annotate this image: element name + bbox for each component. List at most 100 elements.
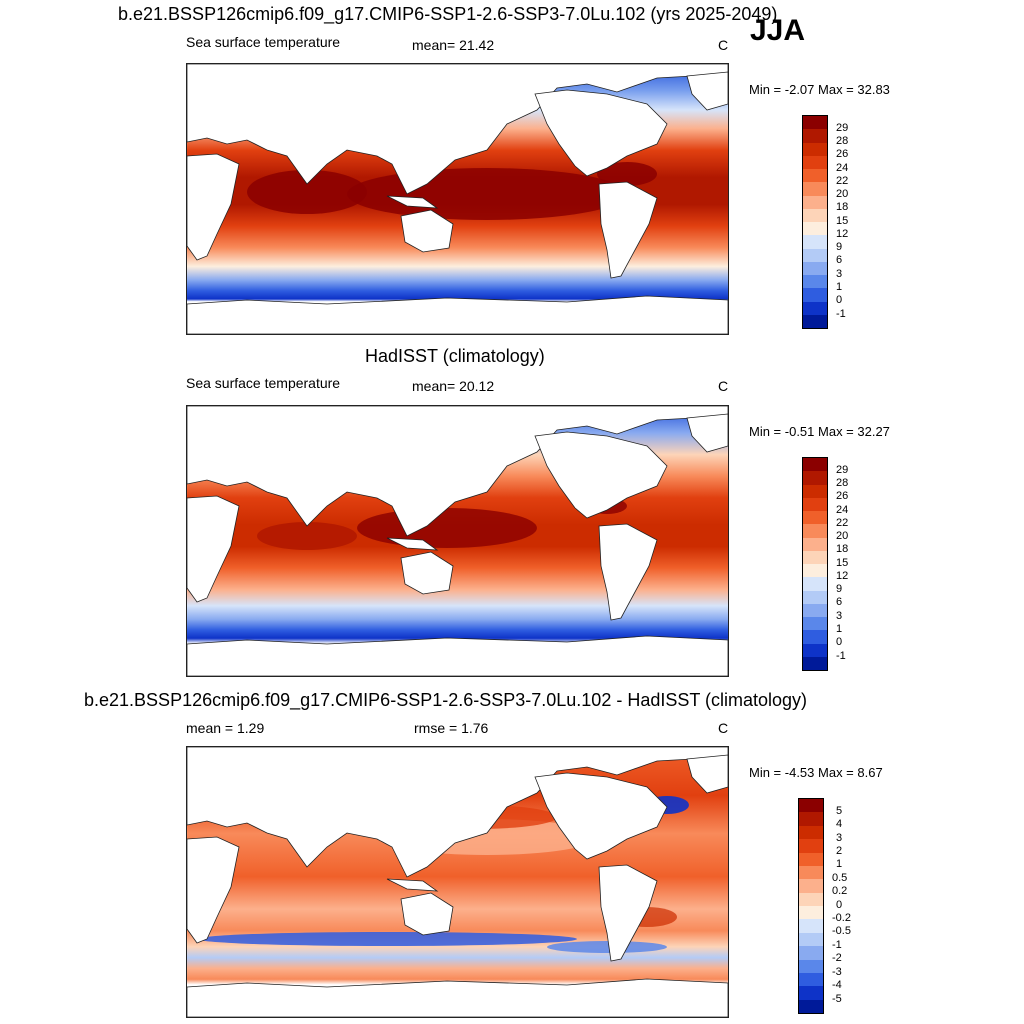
colorbar-swatch xyxy=(799,932,823,947)
panel1-sst-map xyxy=(186,63,729,335)
colorbar-tick-label: 24 xyxy=(836,504,849,516)
colorbar-swatch xyxy=(799,825,823,840)
colorbar-tick-label: 0.2 xyxy=(832,885,848,897)
colorbar-swatch xyxy=(803,458,827,472)
colorbar-swatch xyxy=(799,919,823,933)
colorbar-swatch xyxy=(803,155,827,169)
colorbar-tick-label: 1 xyxy=(836,858,843,870)
panel3-minmax-label: Min = -4.53 Max = 8.67 xyxy=(749,765,883,780)
colorbar-tick-label: 15 xyxy=(836,215,849,227)
antarctica xyxy=(187,978,728,1017)
colorbar-swatch xyxy=(803,643,827,657)
panel3-rmse-label: rmse = 1.76 xyxy=(414,720,489,736)
warm-pool-indian xyxy=(247,170,367,214)
south-america xyxy=(598,523,658,621)
colorbar-swatch xyxy=(803,116,827,130)
eurasia xyxy=(187,747,728,878)
colorbar-swatch xyxy=(799,959,823,973)
colorbar-swatch xyxy=(799,839,823,853)
colorbar-swatch xyxy=(803,142,827,156)
colorbar-tick-label: 1 xyxy=(836,281,843,293)
africa xyxy=(187,153,240,261)
colorbar-swatch xyxy=(803,301,827,315)
maritime-continent xyxy=(386,878,439,892)
colorbar-tick-label: 22 xyxy=(836,175,849,187)
panel3-colorbar xyxy=(798,798,824,1014)
colorbar-swatch xyxy=(799,986,823,1000)
colorbar-tick-label: 24 xyxy=(836,162,849,174)
colorbar-swatch xyxy=(803,656,827,670)
southern-ocean-cold xyxy=(197,932,577,946)
colorbar-tick-label: 1 xyxy=(836,623,843,635)
south-america xyxy=(598,181,658,279)
colorbar-tick-label: 28 xyxy=(836,135,849,147)
colorbar-tick-label: 2 xyxy=(836,845,843,857)
maritime-continent xyxy=(386,195,439,209)
colorbar-swatch xyxy=(803,550,827,564)
colorbar-swatch xyxy=(803,129,827,143)
colorbar-swatch xyxy=(803,208,827,222)
colorbar-tick-label: 6 xyxy=(836,254,843,266)
australia xyxy=(400,892,454,936)
south-america xyxy=(598,864,658,962)
colorbar-tick-label: 26 xyxy=(836,148,849,160)
colorbar-swatch xyxy=(803,511,827,525)
panel3-diff-map xyxy=(186,746,729,1018)
africa xyxy=(187,836,240,944)
panel1-title: b.e21.BSSP126cmip6.f09_g17.CMIP6-SSP1-2.… xyxy=(118,4,778,24)
colorbar-swatch xyxy=(803,248,827,262)
panel3-mean-label: mean = 1.29 xyxy=(186,720,265,736)
eurasia xyxy=(187,64,728,195)
colorbar-swatch xyxy=(803,182,827,196)
north-america xyxy=(534,89,668,177)
colorbar-swatch xyxy=(803,484,827,498)
colorbar-swatch xyxy=(799,892,823,906)
colorbar-swatch xyxy=(799,879,823,893)
colorbar-swatch xyxy=(803,235,827,249)
continents xyxy=(187,64,728,334)
colorbar-tick-label: 5 xyxy=(836,805,843,817)
colorbar-tick-label: 15 xyxy=(836,557,849,569)
colorbar-swatch xyxy=(803,617,827,631)
africa xyxy=(187,495,240,603)
colorbar-swatch xyxy=(803,630,827,644)
gulf-warm xyxy=(597,162,657,186)
colorbar-tick-label: 28 xyxy=(836,477,849,489)
colorbar-tick-label: 0 xyxy=(836,636,843,648)
colorbar-tick-label: 22 xyxy=(836,517,849,529)
colorbar-tick-label: -1 xyxy=(832,939,842,951)
colorbar-swatch xyxy=(803,471,827,485)
colorbar-tick-label: 3 xyxy=(836,610,843,622)
europe-north xyxy=(686,413,728,453)
colorbar-tick-label: 6 xyxy=(836,596,843,608)
panel1-minmax-label: Min = -2.07 Max = 32.83 xyxy=(749,82,890,97)
colorbar-tick-label: 0.5 xyxy=(832,872,848,884)
europe-north xyxy=(686,71,728,111)
eurasia xyxy=(187,406,728,537)
warm-pool-indian xyxy=(257,522,357,550)
colorbar-tick-label: -2 xyxy=(832,952,842,964)
colorbar-swatch xyxy=(803,314,827,328)
colorbar-tick-label: 26 xyxy=(836,490,849,502)
colorbar-tick-label: -0.5 xyxy=(832,925,851,937)
panel2-minmax-label: Min = -0.51 Max = 32.27 xyxy=(749,424,890,439)
colorbar-tick-label: 12 xyxy=(836,570,849,582)
colorbar-swatch xyxy=(803,590,827,604)
colorbar-tick-label: -3 xyxy=(832,966,842,978)
colorbar-tick-label: 3 xyxy=(836,268,843,280)
colorbar-swatch xyxy=(799,972,823,987)
colorbar-tick-label: -5 xyxy=(832,993,842,1005)
europe-north xyxy=(686,754,728,794)
colorbar-swatch xyxy=(803,603,827,617)
antarctica xyxy=(187,635,728,676)
colorbar-tick-label: 0 xyxy=(836,899,843,911)
colorbar-swatch xyxy=(799,865,823,880)
colorbar-swatch xyxy=(799,906,823,920)
panel3-title: b.e21.BSSP126cmip6.f09_g17.CMIP6-SSP1-2.… xyxy=(84,690,808,710)
antarctica xyxy=(187,295,728,334)
colorbar-swatch xyxy=(803,261,827,275)
colorbar-swatch xyxy=(803,222,827,236)
colorbar-tick-label: 18 xyxy=(836,201,849,213)
colorbar-swatch xyxy=(803,497,827,511)
panel2-units-label: C xyxy=(718,378,729,394)
